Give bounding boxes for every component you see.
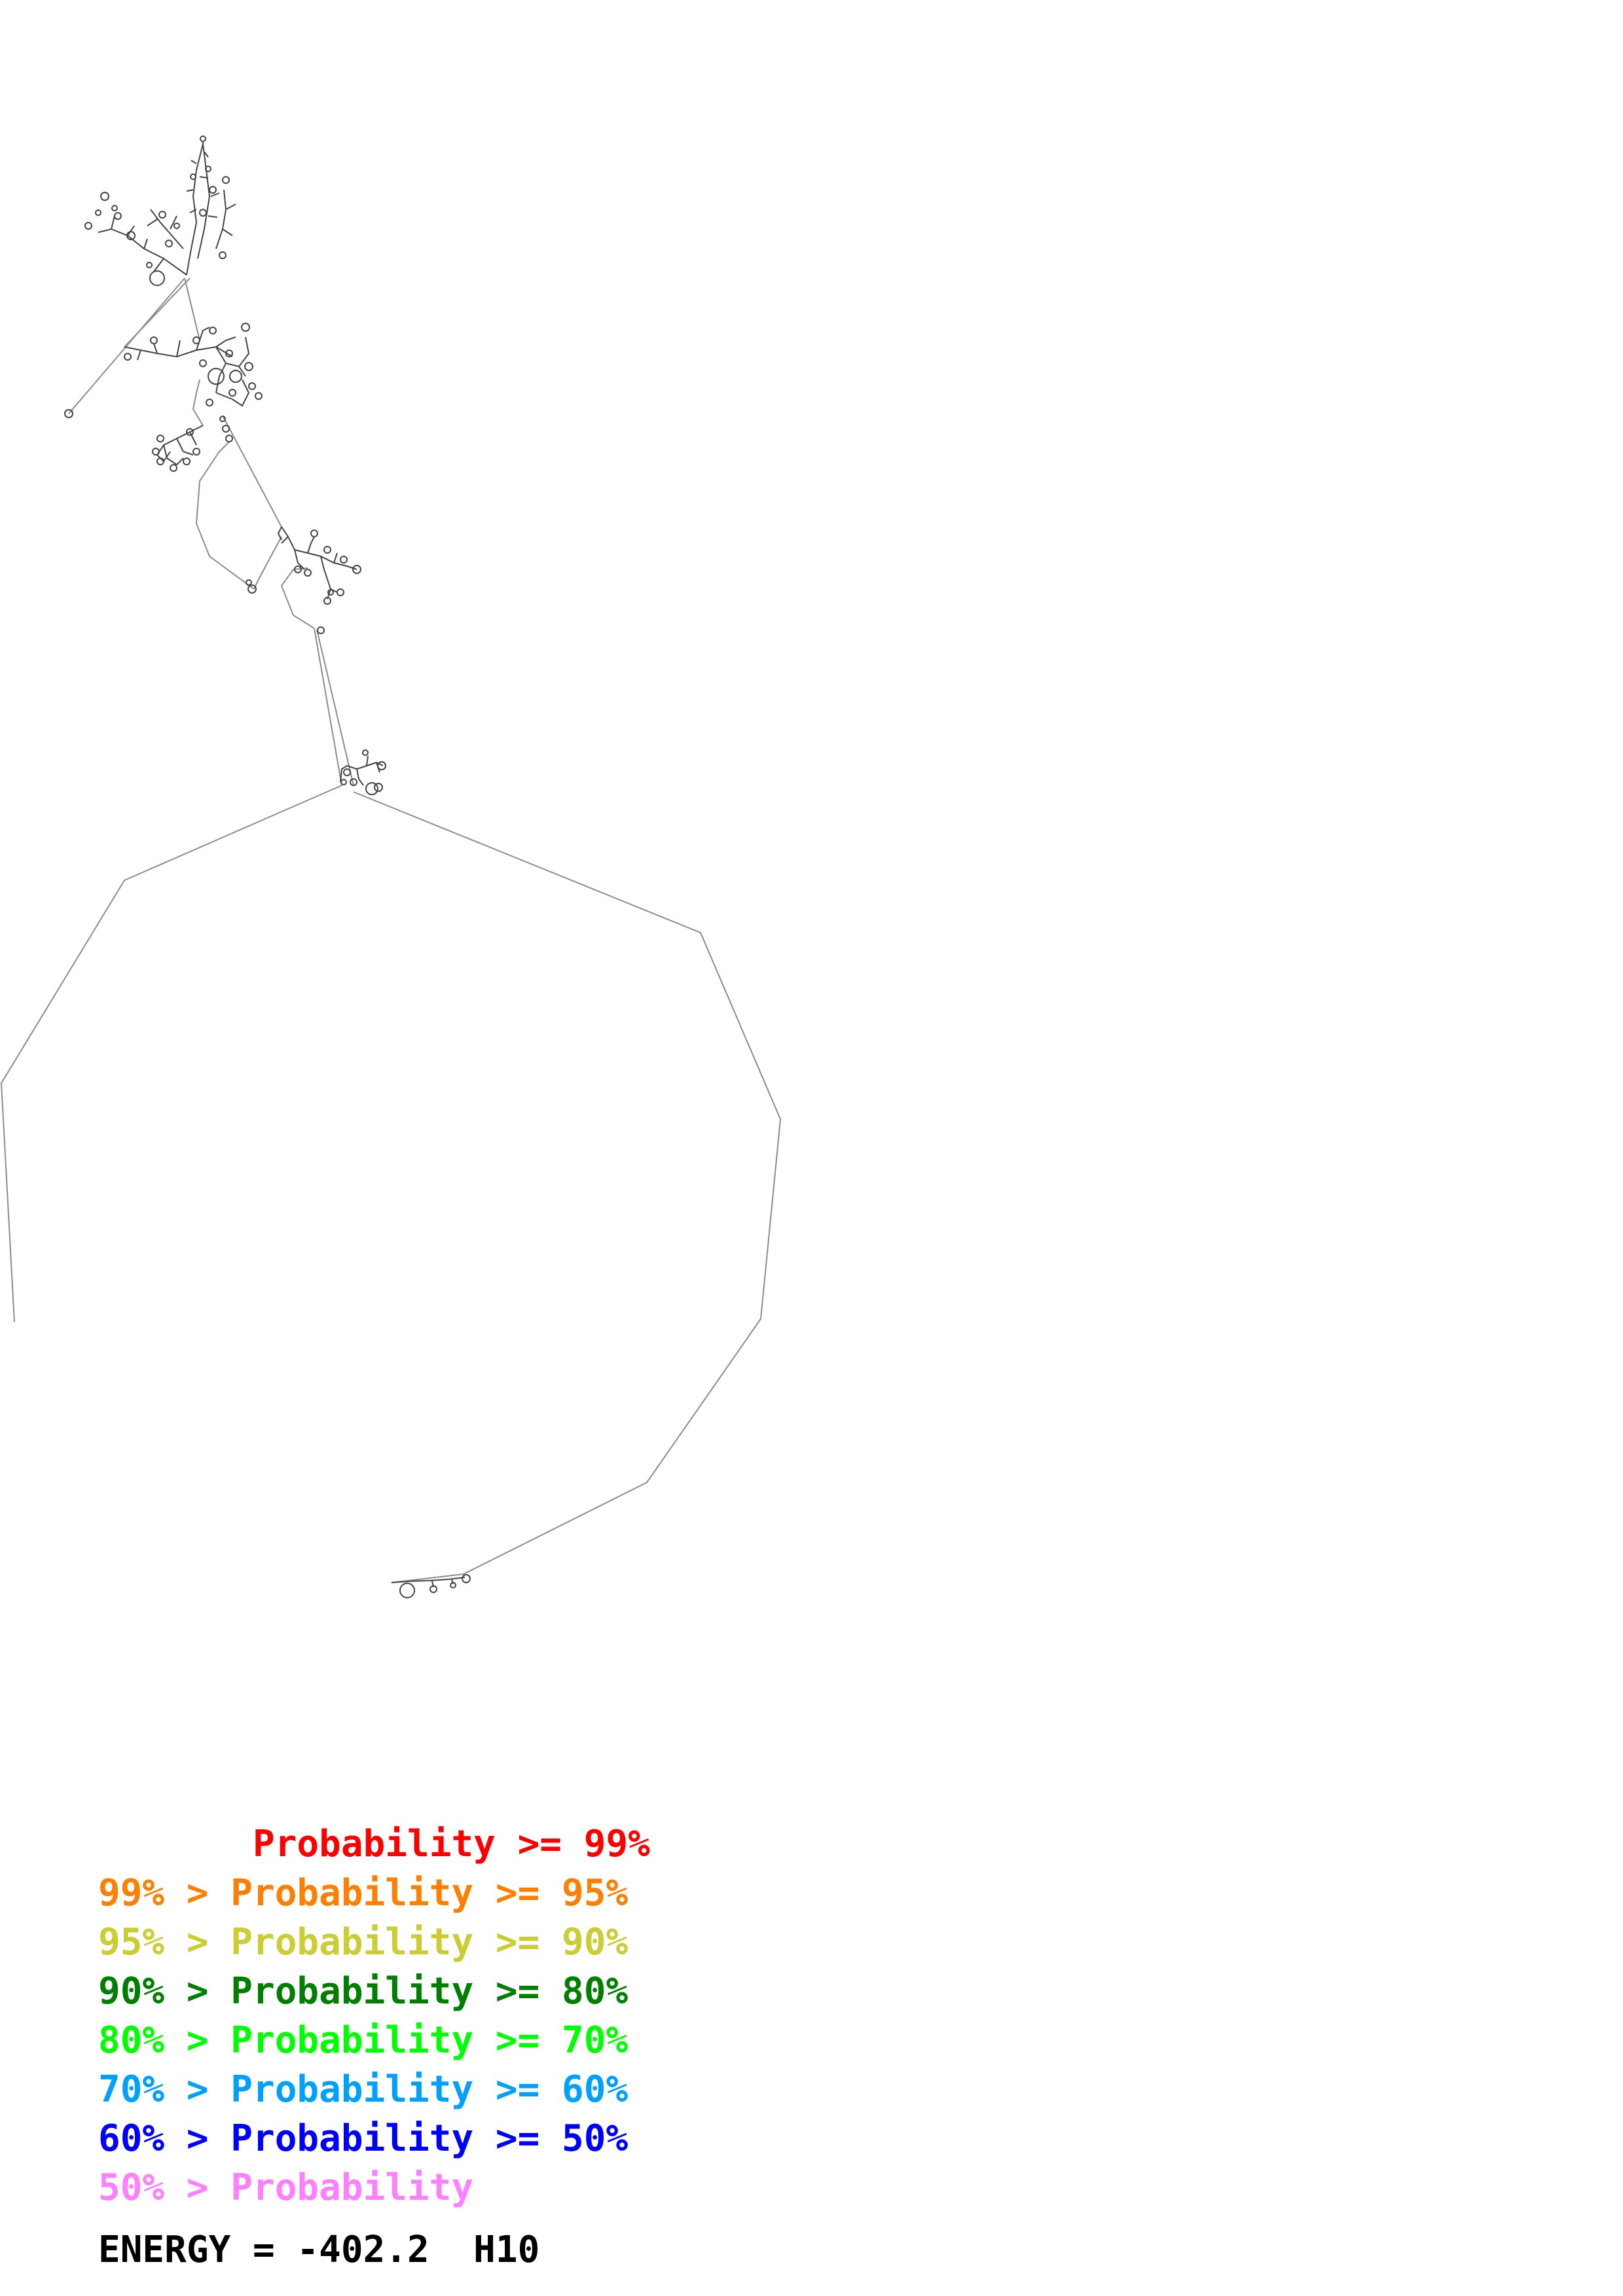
second-cluster xyxy=(64,323,263,418)
helix-clusters xyxy=(64,135,471,1598)
legend-item-60-70: 70% > Probability >= 60% xyxy=(98,2068,629,2111)
third-cluster xyxy=(152,416,233,472)
top-cluster xyxy=(84,135,236,286)
bottom-cluster xyxy=(391,1574,471,1598)
legend-item-80-90: 90% > Probability >= 80% xyxy=(98,1970,629,2013)
legend-item-lt-50: 50% > Probability xyxy=(98,2166,474,2209)
legend-item-95-99: 99% > Probability >= 95% xyxy=(98,1872,629,1914)
legend-item-ge-99: Probability >= 99% xyxy=(98,1823,650,1865)
probability-legend: Probability >= 99% 99% > Probability >= … xyxy=(98,1820,650,2212)
fifth-cluster xyxy=(340,749,386,795)
legend-item-50-60: 60% > Probability >= 50% xyxy=(98,2117,629,2160)
mid-stem-cluster xyxy=(246,579,257,594)
legend-item-70-80: 80% > Probability >= 70% xyxy=(98,2019,629,2062)
rna-structure-diagram xyxy=(0,135,782,1598)
backbone xyxy=(0,278,782,1583)
legend-item-90-95: 95% > Probability >= 90% xyxy=(98,1921,629,1964)
energy-label: ENERGY = -402.2 H10 xyxy=(98,2229,540,2271)
fourth-cluster xyxy=(277,526,361,634)
